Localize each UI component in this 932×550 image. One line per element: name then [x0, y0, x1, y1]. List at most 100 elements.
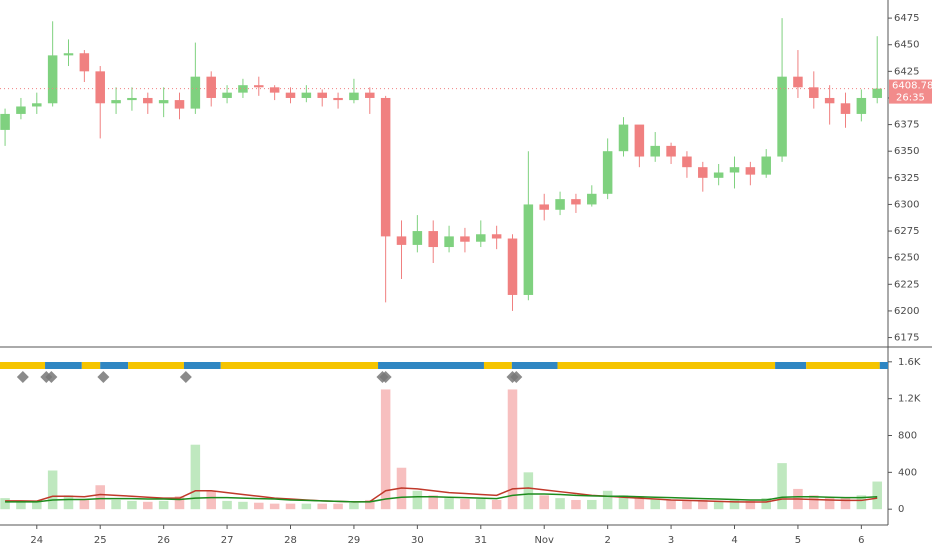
y-tick-label: 6450 [894, 40, 919, 51]
y-tick-label: 6425 [894, 66, 919, 77]
candle-body [824, 97, 835, 104]
candle-body [777, 76, 787, 157]
volume-bar [269, 503, 280, 510]
volume-bar [555, 498, 565, 510]
regime-bar [557, 362, 776, 369]
volume-bar [491, 499, 502, 510]
volume-bar [571, 499, 581, 510]
candle-body [729, 167, 740, 173]
price-label: 6408.78 [892, 81, 932, 92]
volume-bar [95, 485, 105, 510]
regime-bar [128, 362, 184, 369]
volume-bar [254, 502, 264, 510]
regime-bar [45, 362, 82, 369]
candle-body [365, 92, 375, 98]
candle-body [111, 100, 121, 104]
candle-body [206, 76, 216, 98]
candle-body [428, 231, 438, 248]
candle-body [79, 53, 90, 72]
y-tick-label: 6225 [894, 279, 919, 290]
candle-body [222, 92, 232, 98]
volume-bar [507, 389, 518, 510]
volume-bar [79, 499, 90, 510]
candle-body [238, 85, 248, 93]
candle-body [491, 234, 502, 239]
moving-average [5, 487, 878, 503]
vol-tick-label: 0 [898, 504, 904, 515]
candle-body [713, 172, 724, 178]
volume-bar [634, 496, 645, 510]
volume-bar [856, 495, 867, 510]
volume-bar [602, 490, 613, 510]
volume-bar [761, 498, 771, 510]
candle-body [143, 97, 153, 104]
volume-bar [32, 501, 42, 510]
candle-body [285, 92, 296, 98]
volume-bar [618, 495, 629, 510]
candle-body [380, 97, 391, 237]
volume-bar [301, 503, 312, 510]
y-tick-label: 6250 [894, 253, 919, 264]
volume-bar [380, 389, 391, 510]
candle-body [158, 100, 169, 104]
candle-body [254, 85, 264, 88]
regime-bar [220, 362, 379, 369]
candle-body [587, 193, 597, 205]
regime-bar [775, 362, 807, 369]
volume-bar [111, 499, 121, 510]
y-tick-label: 6200 [894, 306, 919, 317]
volume-bar [174, 496, 185, 510]
vol-tick-label: 800 [898, 431, 917, 442]
candle-body [0, 113, 10, 130]
volume-bar [206, 490, 216, 510]
regime-bar [183, 362, 221, 369]
y-tick-label: 6350 [894, 146, 919, 157]
volume-bar [698, 499, 708, 510]
signal-marker [45, 371, 58, 383]
regime-bar [378, 362, 484, 369]
candle-body [301, 92, 312, 98]
candle-body [872, 88, 882, 98]
volume-bar [444, 498, 454, 510]
x-tick-label: 31 [474, 535, 487, 546]
candle-body [396, 236, 407, 245]
volume-bar [47, 470, 58, 510]
volume-bar [476, 499, 486, 510]
x-tick-label: 6 [858, 535, 864, 546]
regime-bar [879, 362, 888, 369]
x-tick-label: 25 [94, 535, 107, 546]
x-tick-label: 2 [604, 535, 610, 546]
volume-bar [285, 503, 296, 510]
volume-bar [682, 499, 692, 510]
candle-body [63, 53, 74, 56]
signal-marker [16, 371, 29, 383]
volume-bar [666, 499, 676, 510]
volume-bar [872, 481, 882, 510]
candle-body [16, 106, 26, 114]
candle-body [618, 124, 629, 152]
candle-body [444, 236, 454, 248]
candle-body [269, 87, 280, 93]
countdown-label: 26:35 [896, 93, 925, 104]
regime-bar [81, 362, 101, 369]
candle-body [127, 97, 137, 101]
regime-bar [0, 362, 46, 369]
volume-bar [650, 499, 660, 510]
candle-body [95, 71, 105, 104]
volume-bar [777, 463, 787, 510]
x-tick-label: 27 [221, 535, 234, 546]
volume-bar [539, 495, 549, 510]
volume-bar [587, 499, 597, 510]
volume-bar [460, 499, 470, 510]
volume-bar [840, 498, 851, 510]
candle-body [507, 238, 518, 295]
x-tick-label: 24 [30, 535, 43, 546]
vol-tick-label: 1.2K [898, 394, 921, 405]
candle-body [333, 97, 343, 101]
candle-body [856, 97, 867, 114]
volume-bar [333, 503, 343, 510]
regime-bar [483, 362, 512, 369]
x-tick-label: 5 [795, 535, 801, 546]
volume-bar [0, 498, 10, 510]
y-tick-label: 6375 [894, 120, 919, 131]
